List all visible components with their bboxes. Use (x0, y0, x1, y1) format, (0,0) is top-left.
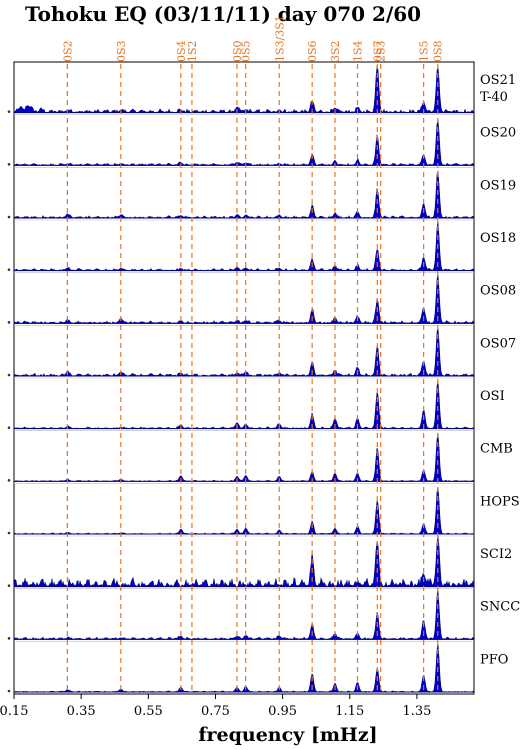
spectrum-panel (7, 119, 475, 168)
spectrum-panel (7, 381, 475, 431)
station-label: SCI2 (480, 547, 512, 562)
chart-title: Tohoku EQ (03/11/11) day 070 2/60 (25, 2, 421, 26)
spectrum-panel (7, 327, 475, 379)
mode-label: 3S2 (329, 40, 342, 62)
spectrum-trace (13, 536, 475, 588)
panel-marker (7, 531, 11, 535)
station-label: PFO (480, 652, 508, 667)
station-label: OS18 (480, 231, 516, 246)
spectrum-panels (7, 65, 475, 693)
spectrum-panel (7, 590, 475, 642)
spectrum-panel (7, 171, 475, 221)
spectrum-panel (7, 536, 475, 589)
spectrum-panel (7, 221, 475, 273)
mode-label: 0S7 (371, 40, 384, 62)
station-label: OS19 (480, 178, 516, 193)
spectrum-trace (13, 171, 475, 219)
spectrum-panel (7, 433, 475, 484)
mode-label: 1S5 (418, 40, 431, 62)
station-label: OS21 (480, 73, 516, 88)
x-tick-label: 0.55 (134, 704, 163, 719)
spectrum-trace (13, 644, 475, 693)
mode-label: 0S0 (231, 40, 244, 62)
panel-marker (7, 426, 11, 429)
station-label: OS08 (480, 284, 516, 299)
spectrum-panel (7, 644, 475, 693)
spectrum-trace (13, 433, 475, 482)
panel-marker (7, 163, 11, 166)
panel-marker (7, 479, 11, 482)
mode-label: 0S3 (115, 40, 128, 62)
mode-label: 0S5 (240, 40, 253, 62)
station-label: HOPS (480, 494, 520, 509)
x-tick-label: 0.75 (201, 704, 230, 719)
panel-marker (7, 110, 11, 113)
mode-lines (66, 64, 439, 694)
x-tick-label: 1.35 (402, 704, 431, 719)
panel-marker (7, 584, 11, 587)
station-label: OS20 (480, 126, 516, 141)
station-labels: OS21 T-40 OS20 OS19 OS18 OS08 OS07 OSI CMB HOPS SC… (480, 73, 520, 667)
x-tick-label: 1.15 (335, 704, 364, 719)
x-tick-label: 0.35 (67, 704, 96, 719)
spectrum-trace (13, 274, 475, 324)
panel-marker (7, 373, 11, 377)
spectrum-panel (7, 274, 475, 326)
panel-marker (7, 268, 11, 271)
spectrum-panel (7, 65, 475, 115)
spectrum-trace (13, 487, 475, 535)
station-label: SNCC (480, 600, 520, 615)
panel-marker (7, 215, 11, 219)
panel-marker (7, 689, 11, 693)
mode-label: 0S4 (175, 40, 188, 62)
mode-label: 2S3 (375, 40, 388, 62)
station-label: CMB (480, 442, 513, 457)
spectrum-trace (13, 221, 475, 272)
x-axis-ticks: 0.15 0.35 0.55 0.75 0.95 1.15 1.35 (0, 694, 431, 719)
mode-label: 1S3/3S1 (273, 15, 286, 62)
mode-label: 0S2 (61, 40, 74, 62)
spectrum-trace (13, 65, 475, 114)
x-tick-label: 0.95 (268, 704, 297, 719)
spectrum-panel (7, 487, 475, 537)
mode-label: 1S4 (351, 40, 364, 62)
mode-label: 1S2 (186, 40, 199, 62)
x-tick-label: 0.15 (0, 704, 28, 719)
station-sublabel: T-40 (480, 90, 508, 105)
spectrum-trace (13, 119, 475, 166)
x-axis-label: frequency [mHz] (198, 724, 377, 746)
mode-label: 0S6 (306, 40, 319, 62)
station-label: OSI (480, 389, 505, 404)
mode-label: 0S8 (432, 40, 445, 62)
panel-marker (7, 637, 11, 640)
panel-marker (7, 321, 11, 324)
spectrum-trace (13, 590, 475, 640)
spectrum-trace (13, 327, 475, 377)
station-label: OS07 (480, 336, 516, 351)
spectrum-trace (13, 381, 475, 430)
